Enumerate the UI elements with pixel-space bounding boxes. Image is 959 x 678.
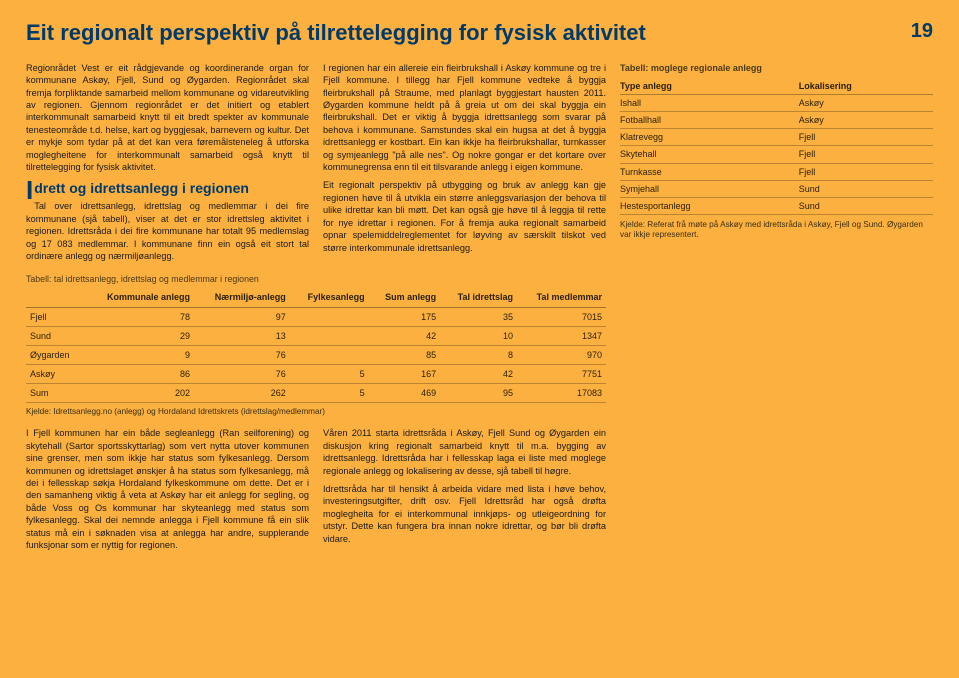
dt-th: Nærmiljø-anlegg bbox=[194, 288, 290, 307]
text-columns: Regionrådet Vest er eit rådgjevande og k… bbox=[26, 62, 606, 269]
side-row: SkytehallFjell bbox=[620, 146, 933, 163]
lower2-p2: Idrettsråda har til hensikt å arbeida vi… bbox=[323, 483, 606, 545]
dt-th: Tal medlemmar bbox=[517, 288, 606, 307]
idrett-paragraph: Tal over idrettsanlegg, idrettslag og me… bbox=[26, 200, 309, 262]
side-table-title: Tabell: moglege regionale anlegg bbox=[620, 62, 933, 74]
lower-col-2: Våren 2011 starta idrettsråda i Askøy, F… bbox=[323, 427, 606, 557]
dt-th: Sum anlegg bbox=[369, 288, 441, 307]
dt-row: Sum20226254699517083 bbox=[26, 384, 606, 403]
side-row: TurnkasseFjell bbox=[620, 163, 933, 180]
lower-col-1: I Fjell kommunen har ein både segleanleg… bbox=[26, 427, 309, 557]
dropcap: I bbox=[26, 179, 34, 201]
dt-th: Tal idrettslag bbox=[440, 288, 517, 307]
col2-p2: Eit regionalt perspektiv på utbygging og… bbox=[323, 179, 606, 254]
dt-row: Sund291342101347 bbox=[26, 326, 606, 345]
section-heading-idrett: Idrett og idrettsanlegg i regionen bbox=[26, 179, 309, 198]
column-2: I regionen har ein allereie ein fleirbru… bbox=[323, 62, 606, 269]
data-table-source: Kjelde: Idrettsanlegg.no (anlegg) og Hor… bbox=[26, 406, 933, 417]
lower-columns: I Fjell kommunen har ein både segleanleg… bbox=[26, 427, 606, 557]
lower2-p1: Våren 2011 starta idrettsråda i Askøy, F… bbox=[323, 427, 606, 477]
data-table: Kommunale anleggNærmiljø-anleggFylkesanl… bbox=[26, 288, 606, 403]
dt-row: Øygarden976858970 bbox=[26, 345, 606, 364]
side-table-box: Tabell: moglege regionale anlegg Type an… bbox=[620, 62, 933, 269]
data-table-caption: Tabell: tal idrettsanlegg, idrettslag og… bbox=[26, 274, 933, 286]
col2-p1: I regionen har ein allereie ein fleirbru… bbox=[323, 62, 606, 174]
dt-row: Askøy86765167427751 bbox=[26, 364, 606, 383]
page-number: 19 bbox=[911, 18, 933, 45]
side-row: IshallAskøy bbox=[620, 94, 933, 111]
side-table: Type anleggLokalisering IshallAskøyFotba… bbox=[620, 78, 933, 215]
page-title: Eit regionalt perspektiv på tilrettelegg… bbox=[26, 18, 646, 48]
side-th: Lokalisering bbox=[799, 78, 933, 95]
column-1: Regionrådet Vest er eit rådgjevande og k… bbox=[26, 62, 309, 269]
dt-th bbox=[26, 288, 84, 307]
side-row: SymjehallSund bbox=[620, 180, 933, 197]
side-table-source: Kjelde: Referat frå møte på Askøy med id… bbox=[620, 220, 933, 240]
intro-paragraph: Regionrådet Vest er eit rådgjevande og k… bbox=[26, 62, 309, 174]
dt-row: Fjell7897175357015 bbox=[26, 307, 606, 326]
side-th: Type anlegg bbox=[620, 78, 799, 95]
side-row: FotballhallAskøy bbox=[620, 112, 933, 129]
side-row: HestesportanleggSund bbox=[620, 197, 933, 214]
dt-th: Fylkesanlegg bbox=[290, 288, 369, 307]
side-row: KlatreveggFjell bbox=[620, 129, 933, 146]
dt-th: Kommunale anlegg bbox=[84, 288, 194, 307]
lower1-p1: I Fjell kommunen har ein både segleanleg… bbox=[26, 427, 309, 551]
